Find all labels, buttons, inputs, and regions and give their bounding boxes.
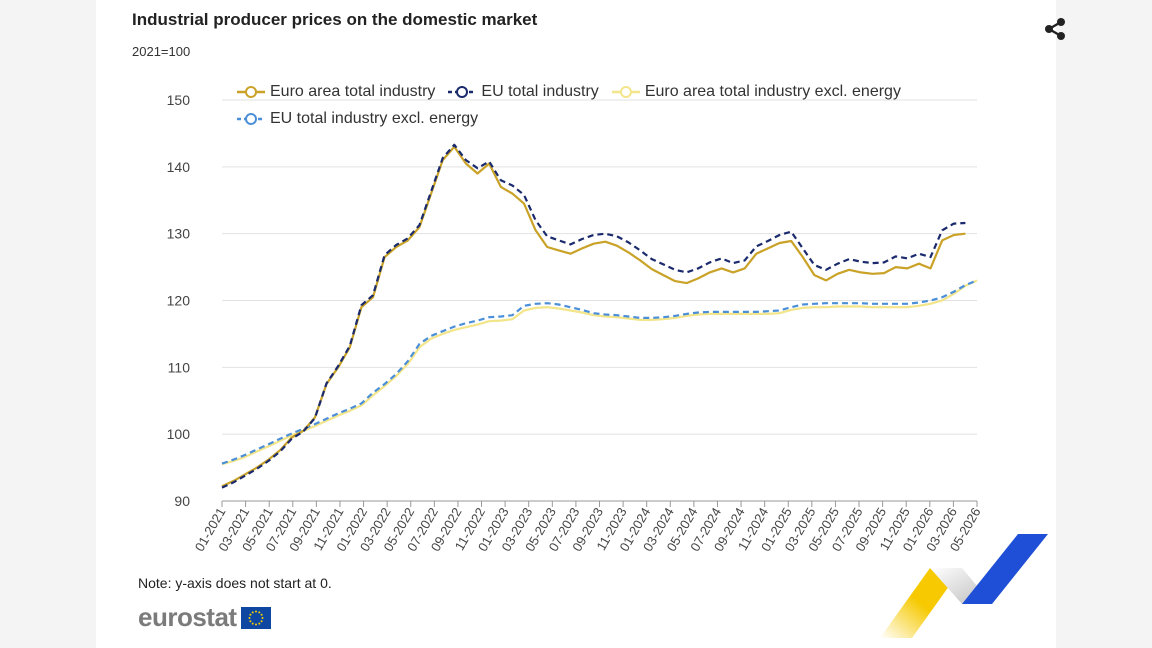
left-margin xyxy=(0,0,96,648)
share-icon[interactable] xyxy=(1040,14,1070,44)
logo-text: eurostat xyxy=(138,602,237,632)
chart-card xyxy=(96,0,1056,648)
legend-marker-eu-total xyxy=(448,85,477,98)
y-tick-label: 100 xyxy=(167,426,191,442)
legend-item-eu-total[interactable]: EU total industry xyxy=(447,82,599,101)
eurostat-logo: eurostat xyxy=(138,602,271,633)
legend-item-eu-excl[interactable]: EU total industry excl. energy xyxy=(236,110,478,128)
legend-label-eu-excl: EU total industry excl. energy xyxy=(270,109,479,127)
legend-label-ea-total: Euro area total industry xyxy=(270,82,436,100)
chart-subtitle: 2021=100 xyxy=(132,44,191,59)
legend-item-ea-total[interactable]: Euro area total industry xyxy=(236,83,435,101)
y-tick-label: 110 xyxy=(168,359,191,375)
series-line-ea-total[interactable] xyxy=(221,145,966,488)
y-tick-label: 120 xyxy=(167,293,191,309)
legend-label-eu-total: EU total industry xyxy=(481,82,599,100)
y-tick-label: 130 xyxy=(167,226,191,242)
chart-title: Industrial producer prices on the domest… xyxy=(132,10,538,29)
eu-flag-icon xyxy=(240,606,271,629)
y-tick-label: 140 xyxy=(167,159,191,175)
legend-label-ea-excl: Euro area total industry excl. energy xyxy=(644,82,901,100)
right-margin xyxy=(1056,0,1152,648)
legend-marker-ea-total xyxy=(237,85,265,98)
legend-item-ea-excl[interactable]: Euro area total industry excl. energy xyxy=(611,83,901,101)
series-line-ea-excl[interactable] xyxy=(221,279,978,466)
series-line-eu-total[interactable] xyxy=(221,143,966,489)
legend-marker-ea-excl xyxy=(611,85,640,98)
decorative-chevron-graphic xyxy=(880,534,1048,638)
y-tick-label: 90 xyxy=(174,493,190,509)
chart-legend: Euro area total industry EU total indust… xyxy=(236,78,996,132)
legend-marker-eu-excl xyxy=(237,112,265,125)
axis-note: Note: y-axis does not start at 0. xyxy=(138,575,332,591)
y-tick-label: 150 xyxy=(167,92,191,108)
